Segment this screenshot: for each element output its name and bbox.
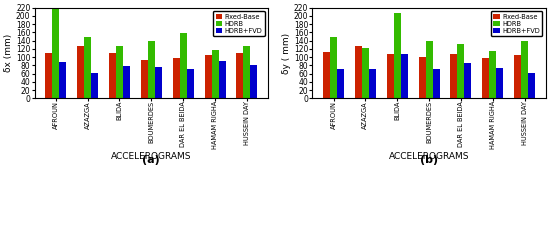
Bar	[141, 60, 148, 98]
Bar	[465, 63, 471, 98]
Bar	[155, 67, 162, 98]
Bar	[52, 9, 59, 98]
Bar	[91, 73, 98, 98]
Bar	[496, 68, 503, 98]
Bar	[116, 45, 123, 98]
Bar	[528, 73, 535, 98]
Bar	[362, 48, 369, 98]
Bar	[394, 13, 401, 98]
X-axis label: ACCELEROGRAMS: ACCELEROGRAMS	[389, 152, 469, 161]
Bar	[212, 50, 218, 98]
Bar	[337, 69, 344, 98]
Bar	[369, 69, 376, 98]
Bar	[387, 54, 394, 98]
Bar	[109, 53, 116, 98]
Bar	[330, 36, 337, 98]
Text: (a): (a)	[142, 154, 160, 164]
Bar	[84, 36, 91, 98]
Bar	[123, 66, 130, 98]
Bar	[59, 62, 66, 98]
Text: (b): (b)	[420, 154, 438, 164]
Bar	[482, 58, 490, 98]
Bar	[45, 53, 52, 98]
Bar	[458, 44, 465, 98]
Y-axis label: δy ( mm): δy ( mm)	[282, 32, 291, 74]
Bar	[180, 33, 186, 98]
Bar	[490, 51, 496, 98]
Bar	[514, 55, 521, 98]
Legend: Fixed-Base, HDRB, HDRB+FVD: Fixed-Base, HDRB, HDRB+FVD	[491, 11, 542, 36]
Bar	[426, 41, 433, 98]
Bar	[77, 45, 84, 98]
Bar	[450, 54, 458, 98]
Bar	[218, 61, 226, 98]
Bar	[419, 57, 426, 98]
Bar	[205, 55, 212, 98]
Bar	[521, 41, 528, 98]
Bar	[173, 58, 180, 98]
Bar	[355, 45, 362, 98]
Bar	[186, 69, 194, 98]
Bar	[244, 46, 250, 98]
X-axis label: ACCELEROGRAMS: ACCELEROGRAMS	[111, 152, 191, 161]
Y-axis label: δx (mm): δx (mm)	[4, 34, 13, 72]
Bar	[323, 52, 330, 98]
Bar	[236, 53, 244, 98]
Bar	[250, 64, 257, 98]
Bar	[401, 54, 408, 98]
Bar	[148, 41, 155, 98]
Legend: Fixed-Base, HDRB, HDRB+FVD: Fixed-Base, HDRB, HDRB+FVD	[213, 11, 265, 36]
Bar	[433, 69, 439, 98]
